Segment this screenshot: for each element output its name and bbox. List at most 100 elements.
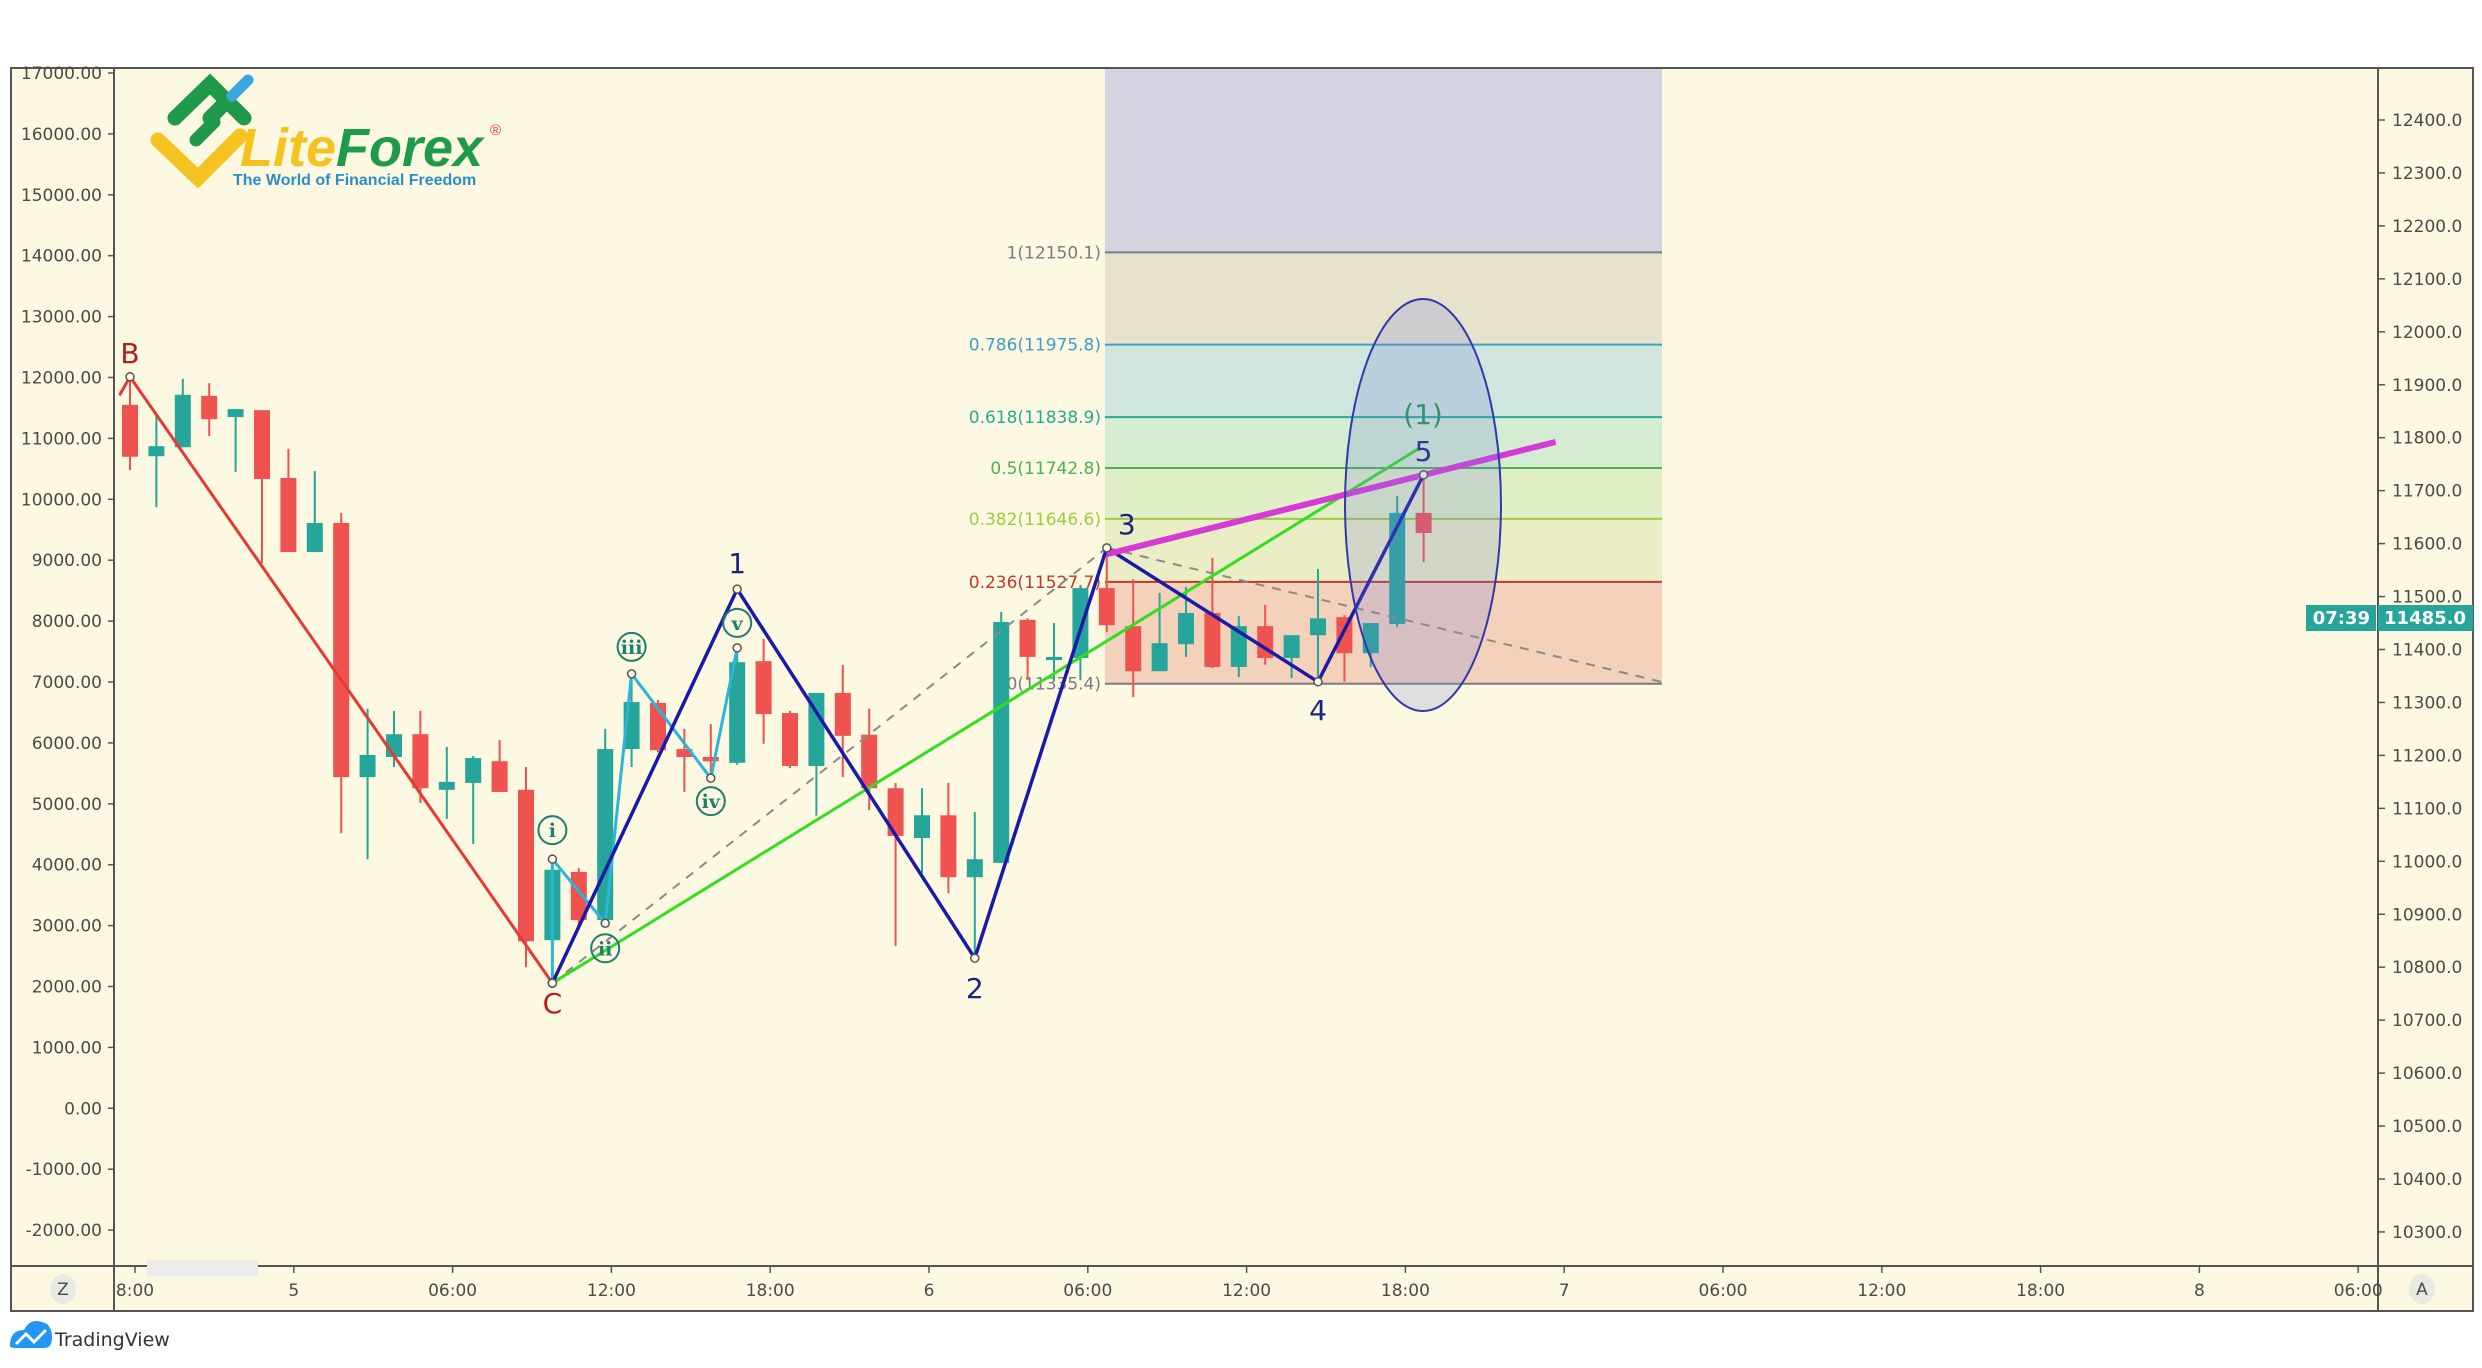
right-axis-label: 10700.0 xyxy=(2392,1011,2462,1031)
auto-scale-button[interactable]: A xyxy=(2409,1274,2435,1304)
chart-frame xyxy=(10,67,2474,1312)
right-axis-label: 11500.0 xyxy=(2392,588,2462,608)
left-axis-label: 4000.00 xyxy=(32,856,102,876)
wave-1-line[interactable] xyxy=(551,447,1420,985)
left-axis-label: 6000.00 xyxy=(32,734,102,754)
candle-down xyxy=(1019,619,1036,657)
left-axis-label: 13000.00 xyxy=(21,308,102,328)
subwave-label-circle xyxy=(590,933,621,964)
pivot-marker xyxy=(626,669,637,679)
left-axis-label: 0.00 xyxy=(64,1099,102,1119)
right-axis-label: 11900.0 xyxy=(2392,376,2462,396)
candle-up xyxy=(1283,635,1300,658)
candle-up xyxy=(1230,626,1247,667)
candle-down xyxy=(834,692,851,736)
timezone-button-label: Z xyxy=(57,1280,69,1300)
right-axis-label: 11000.0 xyxy=(2392,852,2462,872)
subwave-label-circle xyxy=(616,631,647,662)
candle-down xyxy=(333,522,350,778)
time-axis-label: 12:00 xyxy=(1222,1281,1271,1301)
fib-level-label: 0.618(11838.9) xyxy=(969,408,1101,428)
left-axis-label: 16000.00 xyxy=(21,125,102,145)
right-axis-label: 10800.0 xyxy=(2392,958,2462,978)
candle-down xyxy=(412,734,429,789)
left-axis-label: 7000.00 xyxy=(32,673,102,693)
time-axis-label: 8 xyxy=(2194,1281,2205,1301)
time-axis-highlight xyxy=(147,1260,258,1276)
left-axis-label: 8000.00 xyxy=(32,612,102,632)
timezone-button[interactable]: Z xyxy=(50,1274,76,1304)
liteforex-logo-icon xyxy=(150,73,254,189)
last-price-tag: 11485.0 xyxy=(2378,605,2473,631)
left-price-axis[interactable]: 17000.00 16000.00 15000.00 14000.00 13000.00… xyxy=(21,64,114,1241)
pivot-marker xyxy=(1418,470,1429,480)
time-axis-label: 18:00 xyxy=(2016,1281,2065,1301)
candle-down xyxy=(570,871,587,921)
candle-up xyxy=(1178,612,1194,645)
subwave-label-circle xyxy=(722,607,753,638)
pivot-marker xyxy=(547,854,558,864)
right-axis-label: 12400.0 xyxy=(2392,111,2462,131)
subwave-label-ii: ii xyxy=(598,938,612,960)
wave-label-c: C xyxy=(543,987,563,1020)
right-axis-label: 11200.0 xyxy=(2392,746,2462,766)
right-axis-label: 10400.0 xyxy=(2392,1170,2462,1190)
pivot-marker xyxy=(1102,543,1112,553)
candle-up xyxy=(1151,643,1168,672)
last-price-value: 11485.0 xyxy=(2384,608,2466,629)
fib-level-label: 0.786(11975.8) xyxy=(969,336,1101,356)
wave-degree-label: (1) xyxy=(1403,398,1443,431)
candle-down xyxy=(887,788,904,836)
pivot-marker xyxy=(547,978,558,988)
pivot-marker xyxy=(125,372,135,382)
candle-down xyxy=(518,789,534,942)
time-axis[interactable]: 8:00 5 06:00 12:00 18:00 6 06:00 12:00 18:00 7 06:… xyxy=(116,1266,2383,1301)
right-axis-label: 11700.0 xyxy=(2392,482,2462,502)
fibonacci-retracement[interactable]: 1(12150.1) 0.786(11975.8) 0.618(11838.9) 0.… xyxy=(969,69,1662,695)
subwave-line[interactable] xyxy=(550,647,739,984)
right-axis-label: 11100.0 xyxy=(2392,799,2462,819)
time-axis-label: 06:00 xyxy=(1699,1281,1748,1301)
fib-band xyxy=(1105,417,1662,468)
svg-text:LiteForex: LiteForex xyxy=(240,118,485,178)
right-axis-label: 12200.0 xyxy=(2392,217,2462,237)
wave-label-b: B xyxy=(120,337,139,370)
wave-label-4: 4 xyxy=(1309,694,1327,727)
pivot-marker xyxy=(970,953,980,963)
candle-up xyxy=(808,692,825,766)
left-axis-label: 10000.00 xyxy=(21,490,102,510)
candle-down xyxy=(1415,512,1432,534)
candle-up xyxy=(359,754,376,778)
candle-up xyxy=(227,409,244,418)
resistance-trend-line[interactable] xyxy=(1106,439,1557,558)
right-axis-label: 11600.0 xyxy=(2392,535,2462,555)
candle-up xyxy=(148,446,165,457)
tradingview-brand[interactable]: TradingView xyxy=(10,1321,170,1351)
candle-down xyxy=(940,815,957,878)
candle-down xyxy=(122,404,138,457)
candle-up xyxy=(306,522,323,553)
candle-up xyxy=(438,781,455,790)
wave-label-1: 1 xyxy=(728,547,746,580)
logo-registered: ® xyxy=(490,122,501,139)
candles xyxy=(122,377,1432,984)
right-axis-label: 12300.0 xyxy=(2392,164,2462,184)
right-axis-label: 10900.0 xyxy=(2392,905,2462,925)
right-axis-label: 11800.0 xyxy=(2392,429,2462,449)
left-axis-label: 9000.00 xyxy=(32,551,102,571)
wave-label-2: 2 xyxy=(966,972,984,1005)
candle-up xyxy=(1046,656,1062,661)
candle-down xyxy=(782,713,798,766)
fib-band xyxy=(1105,467,1662,519)
impulse-wave-line[interactable] xyxy=(550,473,1426,984)
time-axis-label: 06:00 xyxy=(428,1281,477,1301)
highlight-ellipse[interactable] xyxy=(1344,298,1502,712)
right-price-axis[interactable]: 12400.0 12300.0 12200.0 12100.0 12000.0 11900… xyxy=(2378,111,2462,1243)
candle-down xyxy=(676,749,693,757)
subwave-label-v: v xyxy=(731,613,744,635)
pivot-marker xyxy=(732,643,742,653)
pivot-marker xyxy=(1313,677,1323,687)
bar-countdown-value: 07:39 xyxy=(2313,608,2370,629)
